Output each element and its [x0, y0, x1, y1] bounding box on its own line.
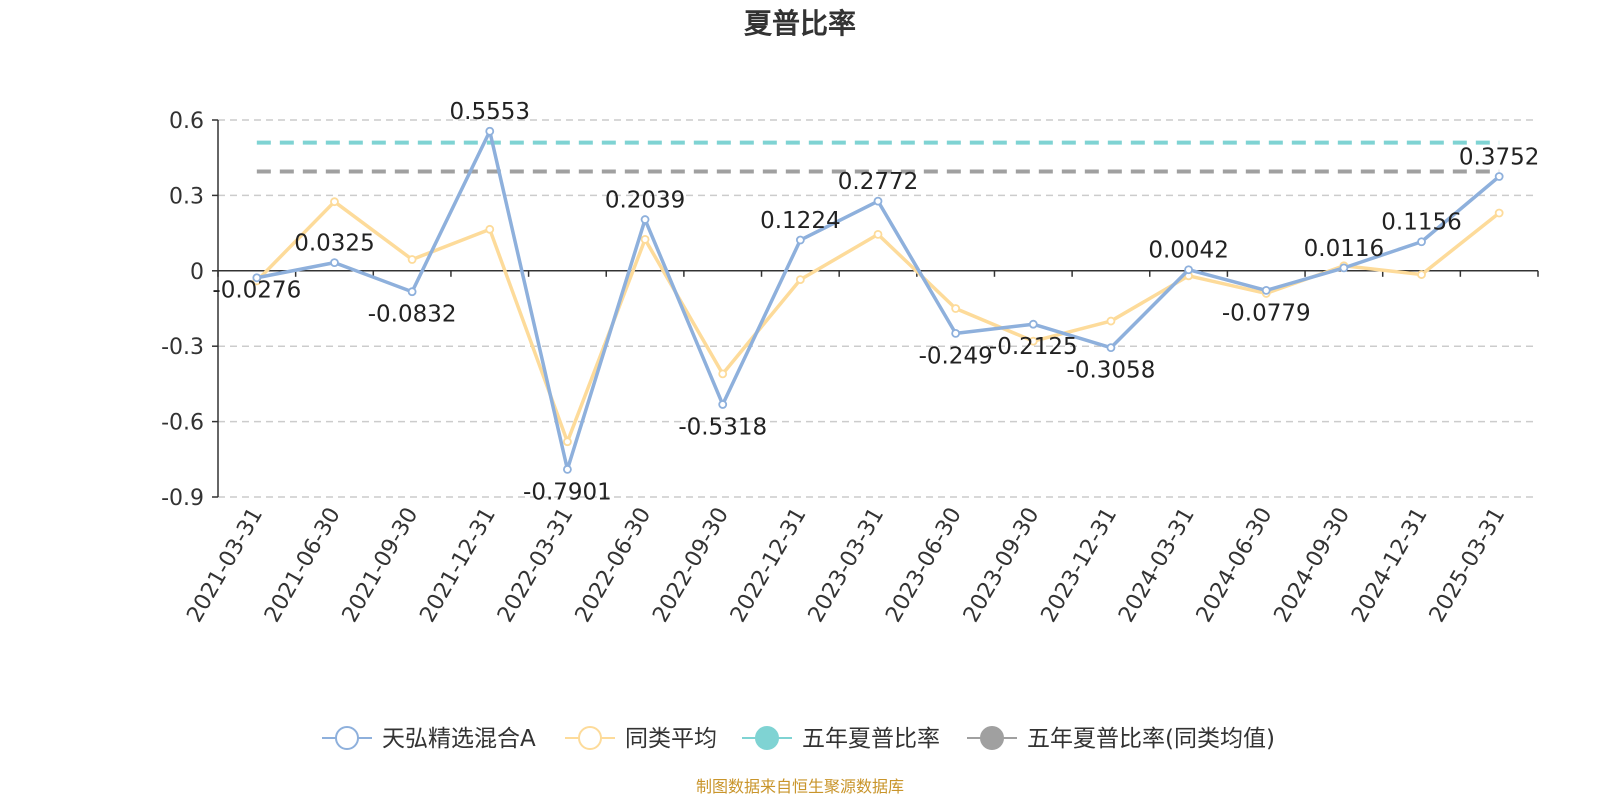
legend-label: 天弘精选混合A [382, 726, 536, 752]
series-lines [252, 126, 1504, 474]
x-tick-label: 2023-12-31 [1037, 504, 1123, 627]
data-point [718, 400, 728, 409]
data-point [563, 464, 572, 474]
data-point [1417, 237, 1426, 247]
data-point [951, 304, 961, 313]
data-point [795, 275, 805, 284]
source-note: 制图数据来自恒生聚源数据库 [696, 777, 904, 796]
data-point [873, 229, 883, 239]
data-label: 0.1224 [760, 208, 840, 234]
x-tick-label: 2022-03-31 [493, 504, 579, 627]
chart-title: 夏普比率 [744, 7, 856, 40]
data-label: 0.2772 [838, 169, 918, 195]
x-tick-label: 2021-12-31 [415, 504, 501, 627]
x-tick-label: 2021-03-31 [182, 504, 268, 627]
legend-label: 五年夏普比率(同类均值) [1027, 726, 1275, 752]
data-point [640, 215, 650, 224]
data-label: -0.7901 [523, 479, 612, 505]
x-tick-label: 2021-06-30 [260, 504, 346, 627]
legend-symbol [578, 726, 602, 750]
x-tick-label: 2024-12-31 [1347, 504, 1433, 627]
data-point [485, 224, 495, 234]
legend-symbol [755, 726, 779, 750]
legend[interactable]: 天弘精选混合A 同类平均 五年夏普比率 五年夏普比率(同类均值) [322, 726, 1275, 752]
data-point [1106, 343, 1116, 353]
x-tick-label: 2024-09-30 [1269, 504, 1355, 627]
legend-symbol [335, 726, 359, 750]
data-labels: -0.0276 0.0325 -0.0832 0.5553 -0.7901 0.2039 -… [212, 99, 1539, 505]
data-label: -0.0779 [1222, 300, 1311, 326]
grid-lines [218, 119, 1538, 498]
legend-item[interactable]: 五年夏普比率 [742, 726, 940, 752]
data-label: 0.0325 [294, 231, 374, 257]
x-tick-label: 2024-06-30 [1192, 504, 1278, 627]
data-point [1339, 263, 1349, 273]
x-tick-label: 2024-03-31 [1114, 504, 1200, 627]
y-tick-label: -0.6 [161, 411, 204, 436]
data-point [1106, 316, 1116, 326]
data-point [1494, 172, 1504, 181]
data-label: 0.5553 [450, 99, 530, 125]
x-tick-label: 2022-06-30 [571, 504, 657, 627]
legend-item[interactable]: 同类平均 [565, 726, 717, 752]
data-label: 0.3752 [1459, 144, 1539, 170]
data-point [563, 437, 572, 447]
x-tick-label: 2023-03-31 [804, 504, 890, 627]
x-tick-label: 2022-12-31 [726, 504, 812, 627]
data-point [795, 235, 805, 245]
x-tick-label: 2025-03-31 [1425, 504, 1511, 627]
legend-symbol [980, 726, 1004, 750]
data-point [1494, 208, 1504, 218]
x-tick-label: 2022-09-30 [648, 504, 734, 627]
legend-item[interactable]: 天弘精选混合A [322, 726, 536, 752]
data-label: -0.5318 [678, 414, 767, 440]
data-label: -0.3058 [1067, 358, 1156, 384]
x-tick-label: 2021-09-30 [338, 504, 424, 627]
data-label: -0.2125 [989, 334, 1078, 360]
data-point [951, 328, 961, 338]
data-point [485, 126, 495, 136]
reference-lines [256, 140, 1500, 174]
data-label: 0.2039 [605, 188, 685, 214]
data-label: -0.0276 [212, 278, 301, 304]
data-point [1417, 270, 1426, 279]
data-point [330, 258, 339, 268]
data-label: -0.249 [919, 343, 993, 369]
x-tick-label: 2023-09-30 [959, 504, 1045, 627]
y-tick-label: 0 [190, 260, 204, 285]
x-tick-label: 2023-06-30 [881, 503, 967, 626]
y-tick-label: -0.9 [161, 486, 204, 511]
data-label: 0.0116 [1304, 236, 1384, 262]
data-point [1261, 285, 1271, 295]
legend-label: 五年夏普比率 [802, 726, 940, 752]
data-point [640, 234, 650, 244]
legend-item[interactable]: 五年夏普比率(同类均值) [967, 726, 1275, 752]
data-point [1028, 336, 1038, 346]
data-point [407, 287, 417, 297]
data-point [1184, 265, 1193, 275]
data-point [252, 273, 262, 283]
data-point [330, 197, 339, 207]
legend-label: 同类平均 [625, 726, 717, 752]
data-label: 0.1156 [1381, 210, 1461, 236]
data-point [407, 255, 417, 264]
y-tick-label: 0.6 [169, 109, 204, 134]
data-label: 0.0042 [1148, 238, 1228, 264]
data-point [1028, 319, 1038, 329]
y-tick-label: 0.3 [169, 184, 204, 209]
data-point [718, 369, 728, 379]
y-tick-label: -0.3 [161, 335, 204, 360]
data-label: -0.0832 [368, 302, 457, 328]
data-point [873, 196, 883, 206]
